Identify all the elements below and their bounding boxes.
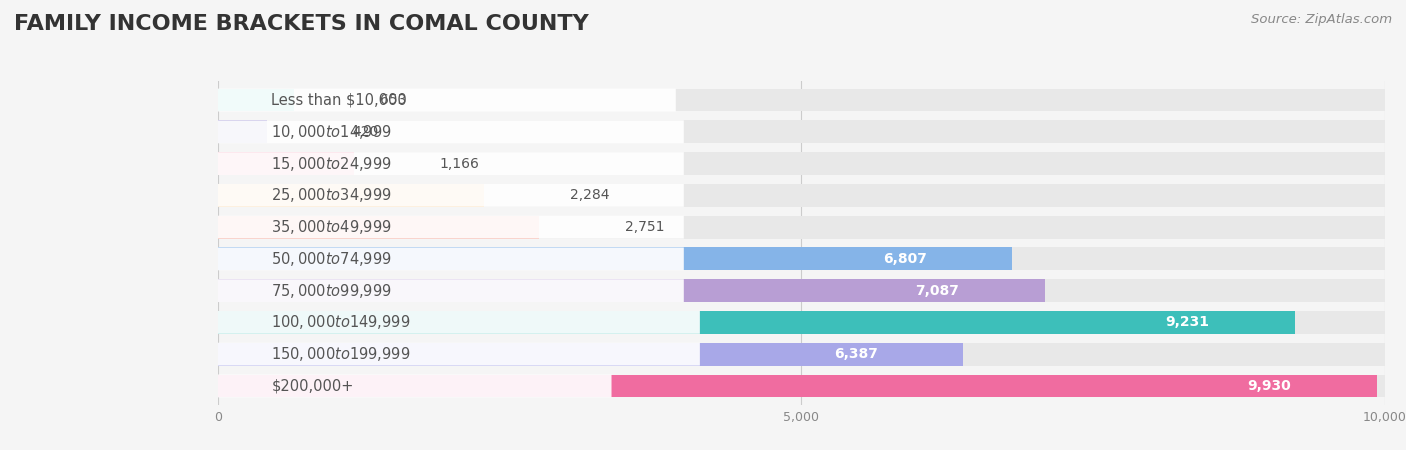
Bar (218, 216, 1385, 238)
Bar (218, 248, 1385, 270)
Bar (218, 152, 1385, 175)
Text: $35,000 to $49,999: $35,000 to $49,999 (271, 218, 392, 236)
Bar (218, 121, 267, 143)
Text: $75,000 to $99,999: $75,000 to $99,999 (271, 282, 392, 300)
Bar (218, 311, 1295, 334)
FancyBboxPatch shape (218, 152, 683, 175)
Bar (218, 279, 1385, 302)
Bar (218, 343, 963, 365)
Text: 6,387: 6,387 (834, 347, 877, 361)
Text: 2,751: 2,751 (624, 220, 664, 234)
Text: Source: ZipAtlas.com: Source: ZipAtlas.com (1251, 14, 1392, 27)
Text: 7,087: 7,087 (915, 284, 959, 297)
FancyBboxPatch shape (218, 248, 683, 270)
Text: 6,807: 6,807 (883, 252, 927, 266)
FancyBboxPatch shape (218, 184, 683, 207)
Bar (218, 343, 1385, 365)
Text: Less than $10,000: Less than $10,000 (271, 93, 408, 108)
Text: $50,000 to $74,999: $50,000 to $74,999 (271, 250, 392, 268)
Text: 9,930: 9,930 (1247, 379, 1291, 393)
Text: 2,284: 2,284 (571, 189, 610, 202)
Text: FAMILY INCOME BRACKETS IN COMAL COUNTY: FAMILY INCOME BRACKETS IN COMAL COUNTY (14, 14, 589, 33)
Bar (218, 184, 1385, 207)
Bar (218, 152, 354, 175)
FancyBboxPatch shape (218, 89, 676, 112)
Bar (218, 184, 485, 207)
Bar (218, 248, 1012, 270)
Bar (218, 121, 1385, 143)
Bar (218, 279, 1045, 302)
FancyBboxPatch shape (218, 374, 612, 397)
FancyBboxPatch shape (218, 121, 683, 143)
Text: 9,231: 9,231 (1166, 315, 1209, 329)
Text: 420: 420 (353, 125, 378, 139)
FancyBboxPatch shape (218, 279, 683, 302)
Bar (218, 374, 1385, 397)
Bar (218, 374, 1376, 397)
Bar (218, 216, 538, 238)
FancyBboxPatch shape (218, 311, 700, 334)
Text: $10,000 to $14,999: $10,000 to $14,999 (271, 123, 392, 141)
Bar (218, 89, 294, 112)
Text: $200,000+: $200,000+ (271, 378, 354, 393)
Bar (218, 311, 1385, 334)
Text: 653: 653 (380, 93, 406, 107)
Text: $15,000 to $24,999: $15,000 to $24,999 (271, 155, 392, 173)
Text: $100,000 to $149,999: $100,000 to $149,999 (271, 313, 411, 331)
Bar (218, 89, 1385, 112)
Text: 1,166: 1,166 (440, 157, 479, 171)
FancyBboxPatch shape (218, 216, 683, 238)
Text: $25,000 to $34,999: $25,000 to $34,999 (271, 186, 392, 204)
FancyBboxPatch shape (218, 343, 700, 365)
Text: $150,000 to $199,999: $150,000 to $199,999 (271, 345, 411, 363)
